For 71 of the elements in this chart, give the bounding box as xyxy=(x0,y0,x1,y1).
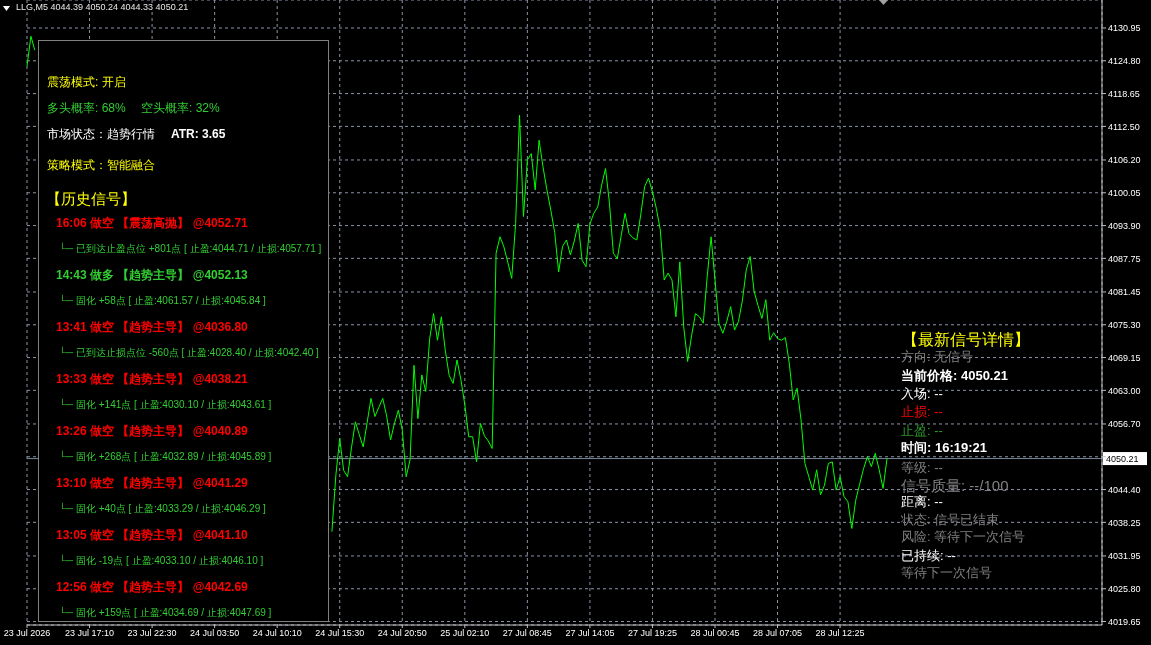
annotation: 多头概率: 68% xyxy=(47,101,126,115)
y-tick-label: 4100.05 xyxy=(1108,187,1141,198)
annotation: 12:56 做空 【趋势主导】 @4042.69 xyxy=(56,580,248,594)
x-tick-label: 28 Jul 07:05 xyxy=(753,628,803,639)
annotation: 震荡模式: 开启 xyxy=(47,75,126,89)
annotation: 信号质量: --/100 xyxy=(901,476,1009,494)
y-tick-label: 4063.00 xyxy=(1108,385,1141,396)
y-tick-label: 4038.25 xyxy=(1108,517,1141,528)
annotation: 13:33 做空 【趋势主导】 @4038.21 xyxy=(56,372,248,386)
ref-line-label: 4050.21 xyxy=(1106,454,1139,465)
annotation: └─ 固化 +58点 [ 止盈:4061.57 / 止损:4045.84 ] xyxy=(59,295,266,306)
annotation: 方向: 无信号 xyxy=(901,349,974,364)
annotation: └─ 固化 -19点 [ 止盈:4033.10 / 止损:4046.10 ] xyxy=(59,555,264,566)
x-tick-label: 28 Jul 00:45 xyxy=(690,628,740,639)
annotation: 13:05 做空 【趋势主导】 @4041.10 xyxy=(56,528,248,542)
annotation: 止损: -- xyxy=(901,404,943,419)
y-tick-label: 4106.20 xyxy=(1108,155,1141,166)
annotation: LLG,M5 4044.39 4050.24 4044.33 4050.21 xyxy=(16,2,189,12)
annotation: └─ 已到达止损点位 -560点 [ 止盈:4028.40 / 止损:4042.40 ] xyxy=(59,347,319,358)
annotation: 当前价格: 4050.21 xyxy=(901,368,1008,383)
y-tick-label: 4124.80 xyxy=(1108,55,1141,66)
x-tick-label: 24 Jul 15:30 xyxy=(315,628,365,639)
annotation: 止盈: -- xyxy=(901,422,943,438)
annotation: 14:43 做多 【趋势主导】 @4052.13 xyxy=(56,268,248,282)
annotation: 13:26 做空 【趋势主导】 @4040.89 xyxy=(56,424,248,438)
annotation: └─ 固化 +141点 [ 止盈:4030.10 / 止损:4043.61 ] xyxy=(59,399,272,410)
x-tick-label: 23 Jul 2026 xyxy=(3,628,51,639)
annotation: 距离: -- xyxy=(901,494,943,509)
y-tick-label: 4075.30 xyxy=(1108,319,1141,330)
annotation: 风险: 等待下一次信号 xyxy=(901,529,1026,544)
y-tick-label: 4087.75 xyxy=(1108,253,1141,264)
x-tick-label: 24 Jul 03:50 xyxy=(190,628,240,639)
x-tick-label: 23 Jul 17:10 xyxy=(65,628,115,639)
x-tick-label: 24 Jul 20:50 xyxy=(377,628,427,639)
x-tick-label: 27 Jul 14:05 xyxy=(565,628,615,639)
y-tick-label: 4019.65 xyxy=(1108,616,1141,627)
y-tick-label: 4069.15 xyxy=(1108,352,1141,363)
annotation: 状态: 信号已结束 xyxy=(901,511,1000,527)
y-tick-label: 4112.50 xyxy=(1108,121,1140,132)
x-tick-label: 23 Jul 22:30 xyxy=(127,628,177,639)
x-tick-label: 27 Jul 08:45 xyxy=(502,628,552,639)
annotation: └─ 固化 +268点 [ 止盈:4032.89 / 止损:4045.89 ] xyxy=(59,451,272,462)
x-tick-label: 24 Jul 10:10 xyxy=(252,628,302,639)
annotation: ATR: 3.65 xyxy=(171,127,226,141)
y-tick-label: 4056.70 xyxy=(1108,419,1141,430)
annotation: 13:41 做空 【趋势主导】 @4036.80 xyxy=(56,320,248,334)
annotation: 已持续: -- xyxy=(901,547,956,563)
annotation: 市场状态：趋势行情 xyxy=(47,127,155,141)
y-tick-label: 4044.40 xyxy=(1108,484,1141,495)
annotation: 【历史信号】 xyxy=(46,190,136,207)
annotation: 等级: -- xyxy=(901,460,943,475)
y-tick-label: 4081.45 xyxy=(1108,287,1141,298)
annotation: └─ 已到达止盈点位 +801点 [ 止盈:4044.71 / 止损:4057.71 ] xyxy=(59,243,322,254)
annotation: 16:06 做空 【震荡高抛】 @4052.71 xyxy=(56,216,248,230)
annotation: 空头概率: 32% xyxy=(141,101,220,115)
annotation: 【最新信号详情】 xyxy=(902,331,1030,348)
annotation: └─ 固化 +159点 [ 止盈:4034.69 / 止损:4047.69 ] xyxy=(59,607,272,618)
annotation: 等待下一次信号 xyxy=(901,565,992,580)
y-tick-label: 4130.95 xyxy=(1108,23,1141,34)
annotation: 入场: -- xyxy=(901,385,943,401)
x-tick-label: 27 Jul 19:25 xyxy=(627,628,677,639)
annotation: 时间: 16:19:21 xyxy=(901,439,987,455)
x-tick-label: 28 Jul 12:25 xyxy=(815,628,865,639)
y-tick-label: 4118.65 xyxy=(1108,88,1140,99)
y-tick-label: 4093.90 xyxy=(1108,220,1141,231)
y-tick-label: 4031.95 xyxy=(1108,551,1141,562)
annotation: └─ 固化 +40点 [ 止盈:4033.29 / 止损:4046.29 ] xyxy=(59,503,266,514)
x-tick-label: 25 Jul 02:10 xyxy=(440,628,490,639)
y-tick-label: 4025.80 xyxy=(1108,583,1141,594)
annotation: 策略模式：智能融合 xyxy=(47,158,155,172)
annotation: 13:10 做空 【趋势主导】 @4041.29 xyxy=(56,476,248,490)
